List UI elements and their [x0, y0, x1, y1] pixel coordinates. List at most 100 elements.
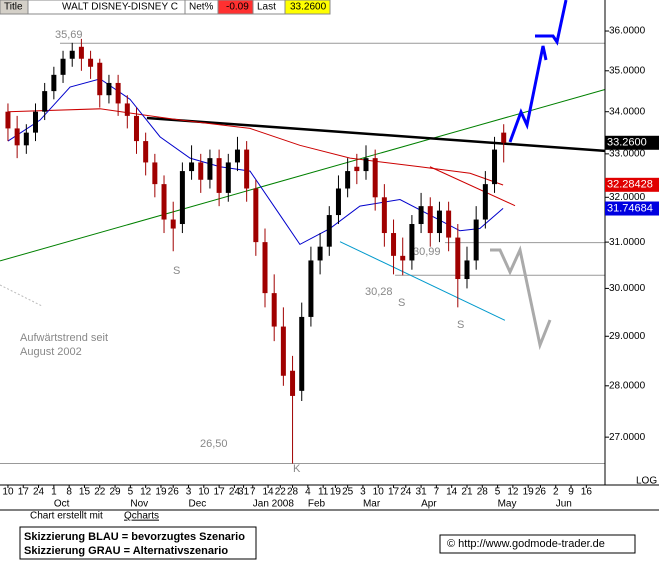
- candle-body: [391, 233, 397, 256]
- x-tick-label: 7: [250, 487, 256, 498]
- y-tick-label: 28.0000: [609, 380, 646, 391]
- candle-body: [23, 132, 29, 146]
- candle-body: [345, 171, 351, 189]
- candle-body: [198, 162, 204, 180]
- x-tick-label: 5: [128, 487, 134, 498]
- month-label: Oct: [54, 499, 70, 510]
- candle-body: [97, 62, 103, 96]
- header-last-label: Last: [257, 2, 276, 13]
- value-box-label: 32.28428: [607, 179, 653, 191]
- header-title: Title: [4, 2, 23, 13]
- candle-body: [418, 206, 424, 225]
- x-tick-label: 12: [140, 487, 152, 498]
- x-tick-label: 2: [553, 487, 559, 498]
- candle-body: [326, 215, 332, 247]
- month-label: Apr: [421, 499, 437, 510]
- x-tick-label: 7: [434, 487, 440, 498]
- x-tick-label: 1: [51, 487, 57, 498]
- trendline: [339, 241, 506, 321]
- header-last: 33.2600: [290, 2, 327, 13]
- candle-body: [381, 197, 387, 234]
- legend-box: [19, 526, 257, 560]
- candle-body: [455, 237, 461, 280]
- annotation: S: [457, 319, 464, 331]
- candle-body: [133, 115, 139, 142]
- y-tick-label: 33.0000: [609, 148, 646, 159]
- candle-body: [124, 103, 130, 116]
- month-label: Jun: [556, 499, 572, 510]
- candle-body: [482, 184, 488, 220]
- candle-body: [78, 46, 84, 59]
- trendline: [0, 88, 606, 262]
- level-label: 30,28: [365, 286, 393, 298]
- legend-line: Skizzierung BLAU = bevorzugtes Szenario: [24, 531, 245, 543]
- candle-body: [216, 158, 222, 193]
- candle-body: [363, 158, 369, 172]
- x-tick-label: 14: [446, 487, 458, 498]
- candle-body: [280, 326, 286, 376]
- candle-body: [179, 171, 185, 225]
- month-label: Feb: [308, 499, 326, 510]
- candle-body: [14, 128, 20, 146]
- candle-body: [244, 149, 250, 189]
- plot: 27.0000 28.0000 29.0000 30.0000 31.0000 32.00…: [0, 26, 646, 510]
- x-tick-label: 22: [275, 487, 287, 498]
- candle-body: [354, 166, 360, 172]
- x-tick-label: 24: [229, 487, 241, 498]
- candle-body: [225, 162, 231, 193]
- x-tick-label: 16: [581, 487, 593, 498]
- x-tick-label: 22: [94, 487, 106, 498]
- y-tick-label: 30.0000: [609, 283, 646, 294]
- value-box: [605, 177, 659, 192]
- x-tick-label: 8: [66, 487, 72, 498]
- candle-body: [51, 74, 57, 92]
- trendline: [146, 116, 606, 153]
- candle-body: [446, 210, 452, 238]
- y-tick-label: 29.0000: [609, 331, 646, 342]
- log-label: LOG: [636, 476, 657, 487]
- y-tick-label: 36.0000: [609, 26, 646, 37]
- candle-body: [253, 188, 259, 243]
- annotation: August 2002: [20, 346, 82, 358]
- candle-body: [5, 111, 11, 129]
- x-tick-label: 25: [342, 487, 354, 498]
- y-tick-label: 27.0000: [609, 432, 646, 443]
- x-tick-label: 3: [360, 487, 366, 498]
- x-tick-label: 28: [287, 487, 299, 498]
- x-tick-label: 3: [186, 487, 192, 498]
- month-label: Dec: [189, 499, 207, 510]
- credit: Chart erstellt mit: [30, 511, 103, 522]
- candle-body: [473, 219, 479, 261]
- value-box: [605, 201, 659, 216]
- value-box-label: 33.2600: [607, 137, 647, 149]
- x-tick-label: 24: [400, 487, 412, 498]
- y-tick-label: 34.0000: [609, 106, 646, 117]
- credit-link[interactable]: Qcharts: [124, 511, 159, 522]
- month-label: Nov: [130, 499, 148, 510]
- x-tick-label: 9: [568, 487, 574, 498]
- candle-body: [290, 370, 296, 396]
- candle-body: [409, 224, 415, 261]
- candle-body: [170, 219, 176, 229]
- x-tick-label: 17: [18, 487, 30, 498]
- x-tick-label: 10: [2, 487, 14, 498]
- candle-body: [464, 260, 470, 280]
- header-net-label: Net%: [189, 2, 214, 13]
- x-tick-label: 19: [330, 487, 342, 498]
- candle-body: [143, 141, 149, 163]
- copyright-box: [439, 534, 636, 554]
- annotation: S: [398, 297, 405, 309]
- candle-body: [335, 188, 341, 216]
- candle-body: [88, 58, 94, 67]
- x-tick-label: 19: [155, 487, 167, 498]
- annotation: Aufwärtstrend seit: [20, 332, 108, 344]
- x-tick-label: 10: [198, 487, 210, 498]
- x-tick-label: 14: [263, 487, 275, 498]
- candle-body: [106, 82, 112, 96]
- candle-body: [69, 50, 75, 59]
- x-tick-label: 4: [305, 487, 311, 498]
- level-label: 30,99: [413, 246, 441, 258]
- x-tick-label: 17: [214, 487, 226, 498]
- level-label: 35,69: [55, 29, 83, 41]
